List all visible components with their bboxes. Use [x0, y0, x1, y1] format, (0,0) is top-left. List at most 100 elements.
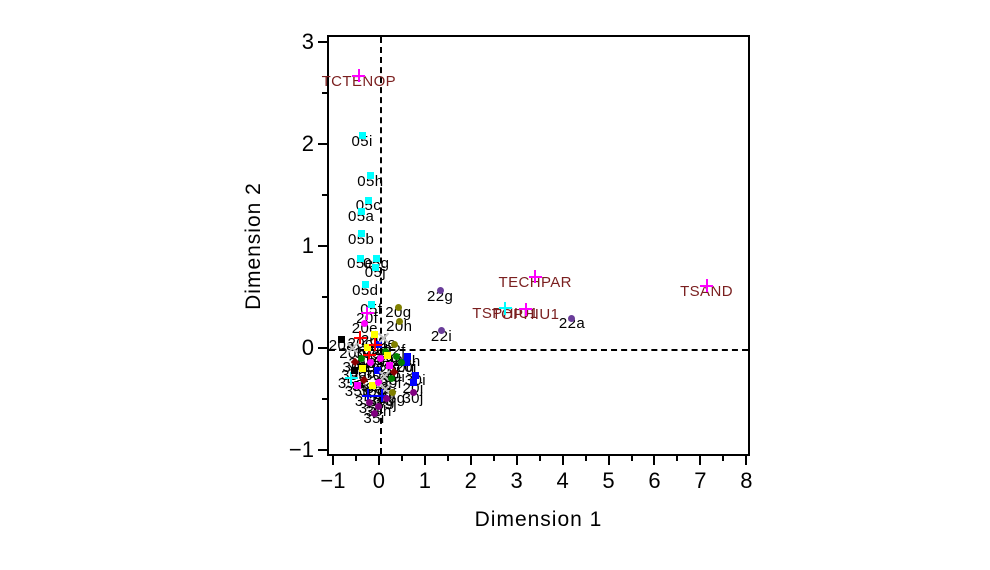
x-major-tick — [607, 456, 610, 465]
x-minor-tick — [538, 456, 541, 461]
point-label-05h: 05h — [357, 172, 384, 190]
x-tick-label: 3 — [510, 468, 523, 493]
circle-marker-20h — [395, 317, 403, 325]
marker-stroke — [534, 270, 537, 284]
y-major-tick — [318, 41, 327, 44]
square-marker-05e — [356, 254, 364, 262]
marker-stroke — [359, 331, 362, 345]
circle-marker-35g — [388, 389, 396, 397]
point-label-22g: 22g — [427, 287, 454, 305]
circle-marker-30j — [409, 389, 417, 397]
square-marker-05b — [357, 230, 365, 238]
marker-stroke — [380, 389, 383, 403]
point-label-30j: 30j — [402, 389, 424, 407]
y-major-tick — [318, 245, 327, 247]
x-major-tick — [331, 456, 334, 465]
plus-marker-22d — [362, 348, 376, 362]
circle-marker-30f — [387, 374, 395, 382]
x-tick-label: 1 — [418, 468, 431, 493]
square-marker-35d — [369, 382, 377, 390]
plus-marker-20f — [360, 306, 374, 320]
x-major-tick — [653, 456, 656, 465]
circle-marker-20g — [394, 303, 402, 311]
x-minor-tick — [722, 456, 725, 461]
square-marker-05d — [361, 281, 369, 289]
square-marker-30d — [373, 366, 381, 374]
square-marker-35b — [354, 382, 362, 390]
y-minor-tick — [322, 92, 327, 95]
circle-marker-39j — [382, 395, 390, 403]
y-tick-label: 0 — [301, 334, 314, 360]
square-marker-05h — [366, 172, 374, 180]
y-minor-tick — [322, 295, 327, 298]
x-tick-label: 0 — [372, 468, 386, 493]
marker-stroke — [368, 348, 371, 362]
y-minor-tick — [322, 397, 327, 400]
marker-stroke — [367, 389, 370, 403]
circle-marker-35e — [375, 379, 383, 387]
plus-marker-35a — [344, 371, 358, 385]
x-tick-label: 5 — [602, 468, 615, 493]
circle-marker-35i — [370, 409, 378, 417]
marker-stroke — [374, 338, 377, 352]
circle-marker-35j — [365, 399, 373, 407]
square-marker-05j — [371, 263, 379, 271]
point-label-20h: 20h — [386, 318, 413, 336]
square-marker-05c — [364, 196, 372, 204]
plus-marker-39d — [368, 338, 382, 352]
marker-stroke — [357, 69, 360, 83]
x-zero-reference-line — [379, 37, 382, 454]
marker-stroke — [504, 301, 507, 315]
y-major-tick — [318, 143, 327, 146]
circle-marker-39b — [358, 354, 366, 362]
plus-marker-TECHPAR — [528, 270, 542, 284]
plus-marker-35h — [361, 389, 375, 403]
circle-marker-39h — [375, 402, 383, 410]
x-major-tick — [745, 456, 748, 465]
plus-marker-TSAND — [700, 279, 714, 293]
point-label-05j: 05j — [364, 264, 386, 282]
square-marker-20j — [409, 379, 417, 387]
plus-marker-TSPHIU1 — [498, 301, 512, 315]
x-major-tick — [699, 456, 702, 465]
square-marker-30i — [411, 371, 419, 379]
y-minor-tick — [322, 194, 327, 197]
point-label-22i: 22i — [430, 327, 453, 345]
x-major-tick — [423, 456, 426, 465]
y-tick-label: −1 — [288, 436, 314, 462]
x-tick-label: 8 — [740, 468, 753, 493]
square-marker-20a — [338, 336, 346, 344]
circle-marker-22f — [391, 341, 399, 349]
x-major-tick — [561, 456, 564, 465]
marker-stroke — [366, 306, 369, 320]
circle-marker-20e — [361, 319, 369, 327]
x-minor-tick — [446, 456, 449, 461]
square-marker-05a — [357, 207, 365, 215]
square-marker-22j — [385, 361, 393, 369]
circle-marker-22h — [393, 352, 401, 360]
point-label-05i: 05i — [351, 132, 373, 150]
plus-marker-39g — [375, 389, 389, 403]
y-tick-label: 3 — [301, 29, 314, 55]
x-minor-tick — [630, 456, 633, 461]
x-tick-label: 6 — [648, 468, 661, 493]
point-label-05e: 05e — [347, 255, 374, 273]
x-minor-tick — [492, 456, 495, 461]
point-label-05b: 05b — [348, 230, 375, 248]
y-zero-reference-line — [329, 348, 748, 351]
square-marker-05g — [372, 254, 380, 262]
x-axis-title: Dimension 1 — [474, 508, 603, 531]
x-tick-label: 4 — [556, 468, 569, 493]
square-marker-39c — [363, 344, 371, 352]
x-major-tick — [469, 456, 472, 465]
x-tick-label: 2 — [464, 468, 477, 493]
plus-marker-TCTENOP — [352, 69, 366, 83]
x-major-tick — [515, 456, 518, 465]
plus-marker-20c — [353, 331, 367, 345]
square-marker-39f — [384, 351, 392, 359]
marker-stroke — [705, 279, 708, 293]
square-marker-30h — [404, 352, 412, 360]
square-marker-20d — [370, 331, 378, 339]
point-label-05g: 05g — [363, 256, 389, 271]
square-marker-05i — [358, 132, 366, 140]
